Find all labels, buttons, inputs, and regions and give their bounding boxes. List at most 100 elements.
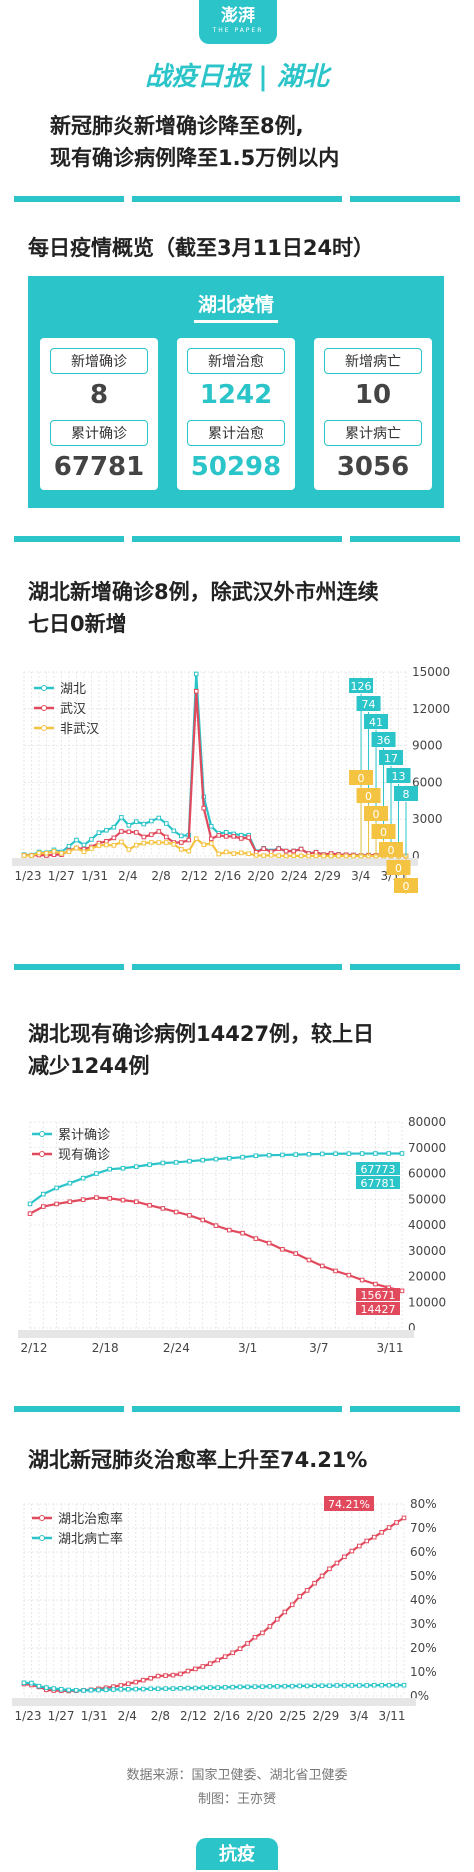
end-label: 15671 — [361, 1289, 396, 1302]
x-tick-label: 2/29 — [312, 1709, 339, 1723]
data-point — [44, 1685, 49, 1690]
legend-marker — [39, 1535, 45, 1541]
annotation-box — [356, 696, 381, 711]
stat-label: 新增病亡 — [324, 348, 422, 374]
data-point — [200, 1685, 206, 1691]
data-point — [282, 1609, 288, 1615]
y-tick-label: 80000 — [408, 1115, 446, 1129]
data-point — [118, 1683, 124, 1688]
data-point — [298, 853, 304, 859]
annotation-box — [379, 842, 404, 857]
data-point — [187, 1213, 192, 1218]
x-tick-label: 2/16 — [213, 1709, 240, 1723]
x-tick-label: 2/25 — [279, 1709, 306, 1723]
data-point — [231, 851, 237, 856]
chart2-title-line-2: 减少1244例 — [28, 1054, 150, 1078]
data-point — [304, 1683, 310, 1689]
data-point — [373, 1151, 378, 1156]
x-axis-band — [12, 1698, 416, 1706]
series-line — [23, 837, 406, 858]
data-point — [231, 834, 237, 839]
data-point — [246, 835, 252, 840]
data-point — [260, 1684, 265, 1689]
footer-badge: 抗疫 — [196, 1838, 278, 1870]
annotation-box — [356, 788, 381, 803]
data-point — [260, 1630, 265, 1636]
x-tick-label: 3/4 — [349, 1709, 368, 1723]
data-point — [58, 1686, 64, 1692]
data-point — [223, 849, 229, 855]
data-point — [201, 842, 207, 848]
data-point — [253, 853, 259, 858]
stat-total-deaths: 累计病亡 3056 — [324, 420, 422, 482]
data-point — [126, 823, 132, 828]
legend-marker — [39, 1131, 45, 1137]
x-tick-label: 2/29 — [314, 869, 341, 883]
data-point — [386, 1682, 392, 1688]
data-point — [216, 851, 222, 857]
data-point — [201, 805, 207, 811]
data-point — [111, 1687, 116, 1692]
data-point — [246, 851, 252, 856]
data-point — [74, 845, 79, 851]
data-point — [155, 1686, 161, 1692]
chart-author: 制图：王亦赟 — [197, 1792, 276, 1807]
data-point — [107, 1166, 113, 1172]
data-point — [312, 1683, 317, 1688]
end-label: 67773 — [361, 1163, 396, 1176]
data-point — [379, 1530, 384, 1535]
x-tick-label: 1/23 — [15, 1709, 42, 1723]
data-point — [379, 1682, 384, 1688]
data-point — [119, 829, 124, 834]
y-tick-label: 40000 — [408, 1218, 446, 1232]
data-point — [359, 1277, 365, 1283]
data-point — [373, 1281, 378, 1287]
annotation-label: 0 — [358, 772, 365, 785]
data-point — [107, 1196, 113, 1201]
data-point — [133, 1199, 139, 1205]
y-tick-label: 10000 — [408, 1295, 446, 1309]
data-point — [394, 1682, 399, 1688]
data-point — [134, 830, 139, 835]
legend-label: 湖北病亡率 — [58, 1531, 123, 1547]
data-point — [148, 1675, 153, 1681]
data-point — [289, 1683, 295, 1689]
stat-label: 累计治愈 — [187, 420, 285, 446]
annotation-box — [386, 768, 411, 783]
data-point — [291, 848, 296, 854]
data-point — [371, 1534, 377, 1540]
chart-recovery-rate: 0%10%20%30%40%50%60%70%80%1/23 1/27 1/31 2/… — [12, 1496, 437, 1723]
y-tick-label: 10% — [410, 1665, 437, 1679]
data-point — [283, 848, 289, 854]
data-point — [351, 853, 356, 859]
stat-card-deaths: 新增病亡 10 累计病亡 3056 — [314, 338, 432, 490]
data-point — [173, 1209, 179, 1215]
annotation-box — [364, 806, 389, 821]
data-point — [185, 1668, 191, 1674]
data-point — [149, 832, 154, 837]
data-point — [147, 1162, 152, 1167]
data-source: 数据来源：国家卫健委、湖北省卫健委 — [126, 1768, 348, 1783]
series-line — [23, 691, 407, 858]
data-point — [104, 842, 109, 848]
data-point — [51, 1686, 57, 1691]
data-point — [200, 1217, 206, 1223]
data-point — [140, 1677, 146, 1683]
data-point — [185, 1685, 191, 1691]
data-point — [327, 1683, 332, 1688]
x-tick-label: 2/4 — [118, 1709, 137, 1723]
data-point — [133, 1679, 139, 1685]
data-point — [222, 1654, 228, 1659]
data-point — [156, 840, 162, 845]
data-point — [81, 849, 87, 855]
data-point — [223, 830, 229, 835]
data-point — [173, 1160, 179, 1165]
data-point — [238, 850, 244, 856]
data-point — [312, 1580, 317, 1586]
data-point — [193, 836, 199, 842]
data-point — [67, 1180, 73, 1186]
data-point — [111, 835, 117, 841]
data-point — [364, 1538, 370, 1544]
data-point — [29, 1680, 34, 1686]
data-point — [321, 853, 326, 859]
